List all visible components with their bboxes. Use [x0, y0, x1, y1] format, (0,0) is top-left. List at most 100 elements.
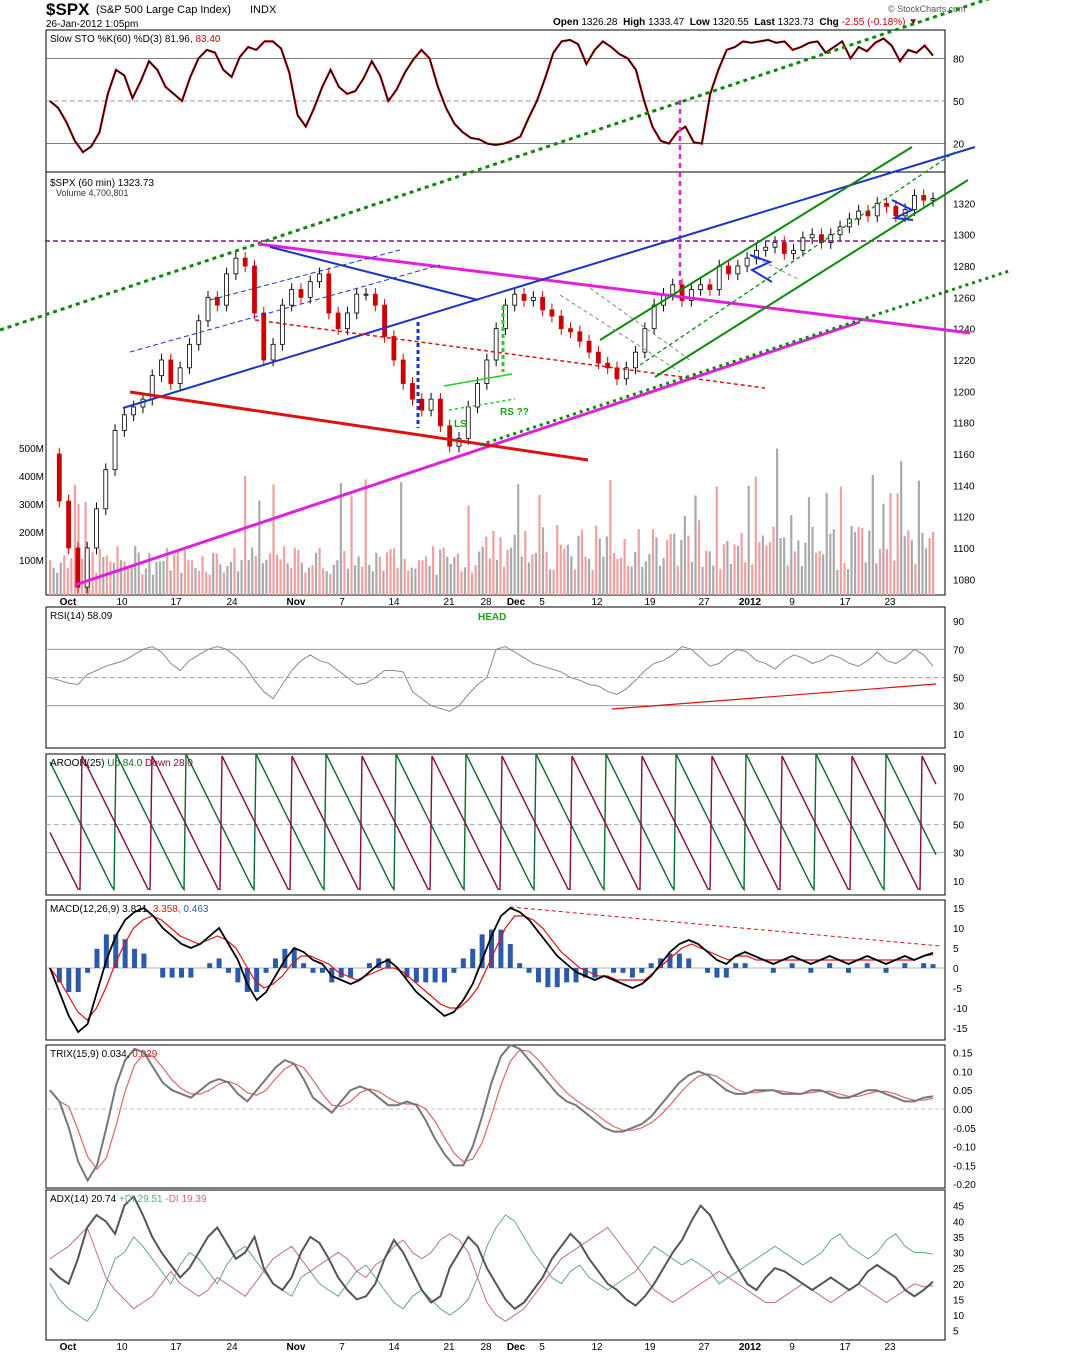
price-xtick-7: 21 [443, 597, 455, 608]
volume-bar [907, 530, 910, 595]
trix-tick-1: 0.10 [953, 1067, 973, 1078]
volume-bar [318, 547, 321, 595]
volume-bar [460, 571, 463, 595]
price-tick-10: 1120 [953, 513, 975, 524]
macd-histogram-bar [620, 968, 626, 973]
candle-body [363, 293, 369, 296]
sto-d-value: 83.40 [195, 34, 220, 45]
candle-body [66, 500, 71, 549]
price-xtick-13: 27 [698, 597, 710, 608]
volume-bar [577, 535, 580, 595]
volume-bar [591, 569, 594, 595]
macd-histogram-bar [639, 968, 645, 973]
volume-bar [928, 538, 931, 595]
volume-bar [180, 572, 183, 595]
adx-tick-7: 10 [953, 1311, 965, 1322]
volume-bar [353, 565, 357, 595]
candle-body [224, 273, 230, 306]
volume-bar [456, 553, 460, 595]
aroon-down-value: Down 28.0 [145, 758, 193, 769]
volume-bar [747, 485, 750, 595]
ohlc-bar: Open 1326.28 High 1333.47 Low 1320.55 La… [553, 17, 918, 28]
volume-bar [268, 553, 272, 595]
magenta-lower-trend-line [74, 320, 861, 587]
aroon-tick-0: 90 [953, 764, 965, 775]
macd-histogram-bar [611, 968, 617, 973]
blue-flag-pattern-1 [749, 254, 773, 283]
volume-bar [510, 547, 513, 595]
volume-bar [676, 565, 679, 595]
trix-tick-6: -0.15 [953, 1161, 976, 1172]
volume-bar [169, 570, 172, 595]
volume-bar [892, 560, 896, 595]
volume-bar [712, 565, 715, 595]
macd-histogram-bar [864, 963, 870, 968]
macd-histogram-bar [282, 948, 288, 968]
macd-histogram-bar [789, 963, 795, 968]
volume-bar [166, 548, 169, 595]
volume-bar [818, 550, 821, 595]
candle-body [447, 425, 453, 447]
volume-bar [719, 568, 722, 595]
price-xtick-11: 12 [591, 597, 603, 608]
volume-bar [637, 529, 640, 595]
volume-bar [502, 566, 506, 595]
volume-bar [534, 552, 538, 595]
volume-bar [520, 556, 523, 595]
volume-bar [400, 482, 403, 595]
chg-label: Chg [819, 17, 839, 28]
open-label: Open [553, 17, 579, 28]
chart-name: (S&P 500 Large Cap Index) [96, 4, 231, 16]
volume-bar [109, 561, 112, 595]
candle-body [187, 343, 192, 369]
volume-bar [538, 494, 541, 595]
volume-bar [173, 555, 176, 595]
volume-bar [726, 541, 729, 595]
macd-tick-0: 15 [953, 904, 965, 915]
volume-bar [517, 484, 520, 595]
rsi-tick-4: 10 [953, 730, 965, 741]
adx-xtick-10: 5 [539, 1342, 545, 1353]
candle-body [884, 202, 889, 207]
volume-bar [839, 486, 842, 595]
candle-body [521, 293, 527, 301]
price-xtick-9: Dec [507, 597, 526, 608]
panel-frame-macd [45, 899, 946, 1041]
price-xtick-17: 23 [884, 597, 896, 608]
macd-histogram-bar [629, 968, 635, 978]
volume-bar [903, 536, 906, 595]
trix-line [49, 1043, 934, 1183]
volume-bar [779, 538, 782, 595]
volume-bar [144, 568, 147, 595]
volume-bar [701, 566, 704, 595]
macd-histogram-bar [498, 929, 504, 968]
volume-bar [176, 550, 179, 595]
volume-bar [673, 533, 676, 595]
candle-body [540, 296, 546, 311]
macd-histogram-bar [103, 934, 109, 968]
volume-bar [350, 496, 353, 595]
magenta-upper-trend-line [257, 242, 971, 335]
volume-bar [605, 536, 608, 595]
chart-datetime: 26-Jan-2012 1:05pm [46, 19, 139, 30]
volume-bar [588, 558, 591, 595]
volume-bar [527, 562, 530, 595]
macd-tick-5: -10 [953, 1004, 968, 1015]
macd-histogram-bar [517, 963, 523, 968]
macd-histogram-bar [648, 963, 654, 968]
adx-xtick-14: 2012 [739, 1342, 762, 1353]
volume-bar [265, 559, 268, 595]
trix-signal-value: 0.029 [132, 1049, 157, 1060]
volume-bar [392, 548, 396, 595]
volume-bar [275, 554, 279, 595]
volume-bar [751, 564, 754, 595]
candle-body [103, 469, 109, 510]
volume-bar [513, 534, 516, 595]
macd-histogram-bar [902, 963, 908, 968]
red-dashed-line [254, 319, 766, 389]
volume-bar [651, 529, 655, 595]
volume-bar [389, 549, 392, 595]
volume-bar [463, 567, 467, 595]
volume-bar [825, 493, 828, 595]
volume-bar [878, 549, 882, 595]
